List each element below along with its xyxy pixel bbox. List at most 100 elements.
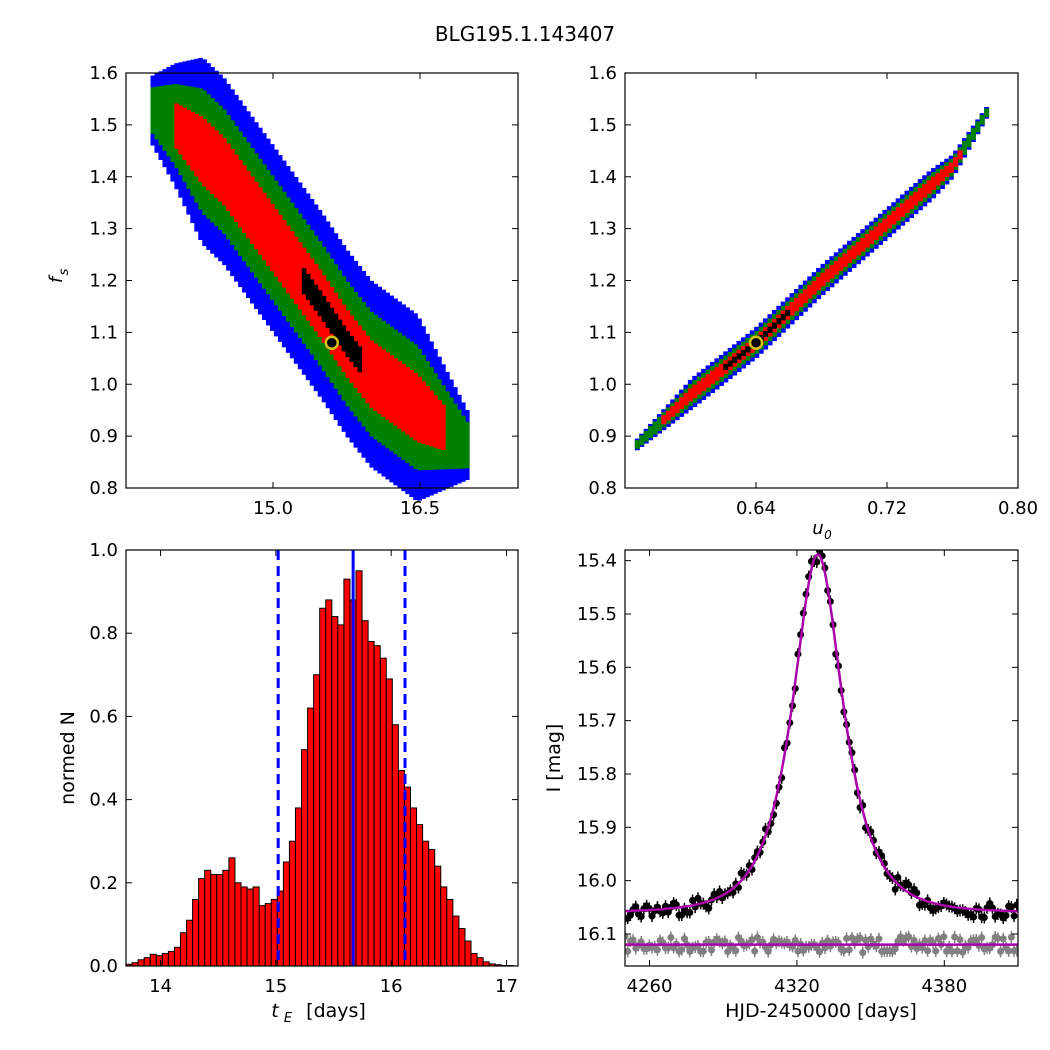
heat-cell — [833, 261, 839, 275]
heat-cell — [413, 372, 418, 441]
heat-cell — [349, 336, 355, 363]
heat-cell — [226, 143, 231, 211]
heat-cell — [222, 138, 227, 206]
y-tick-label: 1.1 — [89, 322, 118, 343]
x-tick-label: 15.0 — [253, 498, 293, 519]
heat-cell — [709, 370, 716, 385]
hist-bar — [331, 616, 339, 967]
residual-point — [845, 946, 853, 954]
heat-cell — [381, 349, 386, 417]
hist-bar — [228, 857, 236, 967]
hist-bar — [264, 903, 272, 967]
heat-cell — [210, 126, 215, 195]
heat-cell — [763, 330, 769, 338]
heat-cell — [301, 268, 307, 295]
residual-point — [934, 935, 942, 943]
heat-cell — [776, 318, 782, 325]
heat-cell — [437, 399, 442, 449]
residual-point — [953, 947, 961, 955]
hist-bar — [440, 886, 448, 967]
heat-cell — [696, 381, 702, 395]
hist-bar — [373, 645, 381, 967]
heat-cell — [634, 440, 640, 449]
hist-bar — [367, 641, 375, 967]
hist-bar — [216, 873, 224, 967]
x-tick-label: 4320 — [774, 976, 820, 997]
heat-cell — [174, 103, 179, 149]
heat-cell — [401, 364, 406, 432]
residual-point — [824, 937, 832, 945]
heat-cell — [736, 353, 742, 360]
y-tick-label: 0.9 — [89, 426, 118, 447]
heat-cell — [345, 331, 351, 358]
residual-point — [1005, 947, 1013, 955]
y-tick-label: 1.3 — [89, 219, 118, 240]
y-tick-label: 0.2 — [89, 873, 118, 894]
heat-cell — [277, 214, 283, 283]
heat-cell — [842, 253, 848, 267]
heat-cell — [353, 341, 359, 368]
data-point — [1002, 911, 1010, 919]
residual-point — [951, 933, 959, 941]
heat-cell — [652, 421, 658, 435]
best-fit-marker — [324, 335, 340, 350]
heat-cell — [242, 165, 247, 233]
residual-point — [721, 937, 729, 945]
heat-cell — [257, 187, 263, 255]
heat-cell — [793, 297, 800, 312]
hist-bar — [458, 928, 466, 967]
x-tick-label: 14 — [149, 976, 172, 997]
heat-cell — [639, 435, 645, 446]
model-curve — [625, 553, 1018, 913]
hist-bar — [246, 888, 254, 967]
hist-bar — [325, 599, 333, 967]
residual-point — [875, 935, 883, 943]
data-point — [1013, 901, 1018, 909]
figure-title: BLG195.1.143407 — [434, 22, 616, 46]
heat-cell — [922, 184, 928, 198]
hist-bar — [252, 886, 260, 967]
heat-cell — [913, 191, 919, 206]
heat-cell — [429, 390, 434, 447]
heat-cell — [665, 410, 671, 421]
y-tick-label: 15.9 — [577, 817, 617, 838]
residual-point — [999, 935, 1007, 943]
x-axis-label-subscript: 0 — [824, 528, 832, 542]
heat-cell — [186, 109, 191, 166]
data-point — [891, 885, 899, 893]
heat-cell — [457, 409, 462, 469]
y-tick-label: 0.8 — [588, 478, 617, 499]
y-tick-label: 1.6 — [89, 63, 118, 84]
heat-cell — [891, 211, 897, 225]
x-tick-label: 17 — [495, 976, 518, 997]
heat-cell — [895, 207, 901, 221]
heat-cell — [425, 386, 430, 446]
hist-bar — [294, 807, 303, 967]
heat-cell — [218, 134, 223, 202]
residual-point — [978, 934, 986, 942]
y-tick-label: 0.6 — [89, 706, 118, 727]
heat-cell — [829, 264, 835, 279]
heat-cell — [246, 170, 251, 239]
heat-cell — [838, 257, 844, 271]
heat-cell — [984, 108, 990, 118]
residual-point — [932, 947, 940, 955]
heat-cell — [154, 86, 160, 140]
residual-point — [667, 934, 675, 942]
residual-point — [891, 945, 899, 953]
heat-cell — [393, 358, 398, 426]
residual-point — [724, 948, 732, 956]
y-tick-label: 1.0 — [588, 374, 617, 395]
heat-cell — [961, 140, 968, 155]
hist-bar — [186, 919, 194, 967]
residual-point — [678, 946, 686, 954]
heat-cell — [979, 114, 985, 125]
residual-point — [629, 936, 637, 944]
heat-cell — [767, 326, 773, 333]
heat-cell — [285, 225, 291, 294]
y-tick-label: 1.0 — [89, 540, 118, 561]
residual-point — [625, 933, 629, 941]
heat-cell — [421, 381, 426, 444]
residual-point — [861, 936, 869, 944]
